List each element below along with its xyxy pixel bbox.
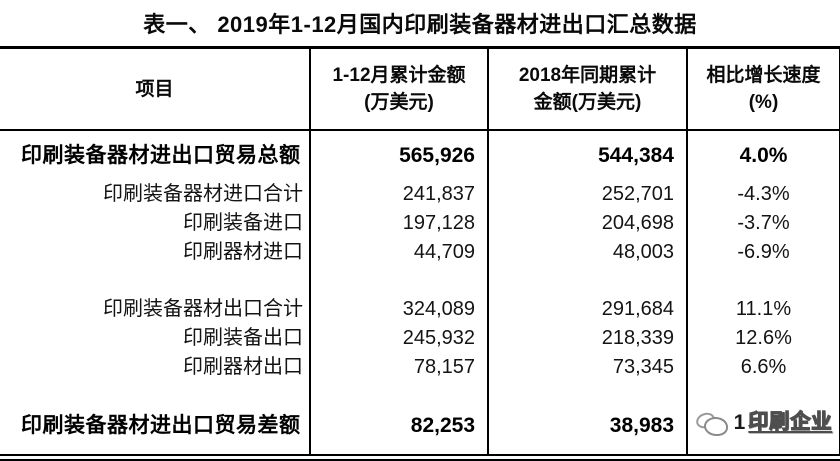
value-2019: 78,157 xyxy=(309,353,488,382)
table-row: 印刷装备器材进出口贸易总额 565,926 544,384 4.0% xyxy=(0,130,840,180)
growth-value: 11.1% xyxy=(686,295,840,324)
spacer-cell xyxy=(487,267,687,295)
value-2019: 565,926 xyxy=(309,130,488,180)
value-2019: 245,932 xyxy=(309,324,488,353)
col-header-growth-line2: (%) xyxy=(748,92,779,113)
table-row: 印刷装备器材进出口贸易差额 82,253 38,983 1 印刷企业 xyxy=(0,398,840,457)
spacer-cell xyxy=(487,382,687,398)
spacer-cell xyxy=(0,267,310,295)
value-2019: 324,089 xyxy=(309,295,488,324)
spacer-row xyxy=(0,382,840,398)
value-2018: 38,983 xyxy=(487,398,687,457)
row-label: 印刷装备器材进口合计 xyxy=(103,183,303,205)
watermark-brand: 印刷企业 xyxy=(748,410,833,433)
col-header-2018-line2: 金额(万美元) xyxy=(533,92,642,113)
value-2019: 82,253 xyxy=(309,398,488,457)
table-row: 印刷装备出口 245,932 218,339 12.6% xyxy=(0,324,840,353)
col-header-growth-line1: 相比增长速度 xyxy=(706,65,821,86)
spacer-cell xyxy=(309,267,488,295)
row-label: 印刷装备器材出口合计 xyxy=(103,298,303,320)
value-2018: 291,684 xyxy=(487,295,687,324)
growth-value: 12.6% xyxy=(686,324,840,353)
col-header-2018-line1: 2018年同期累计 xyxy=(518,65,657,86)
row-label: 印刷器材出口 xyxy=(183,356,303,378)
col-header-2018-amount: 2018年同期累计 金额(万美元) xyxy=(487,47,687,131)
growth-value: -3.7% xyxy=(686,209,840,238)
col-header-2019-line1: 1-12月累计金额 xyxy=(332,65,466,86)
row-label: 印刷器材进口 xyxy=(183,241,303,263)
value-2018: 204,698 xyxy=(487,209,687,238)
table-row: 印刷器材进口 44,709 48,003 -6.9% xyxy=(0,238,840,267)
value-2018: 544,384 xyxy=(487,130,687,180)
watermark-prefix: 1 xyxy=(733,411,746,434)
spacer-cell xyxy=(0,382,310,398)
value-2019: 241,837 xyxy=(309,180,488,209)
table-row: 印刷装备器材进口合计 241,837 252,701 -4.3% xyxy=(0,180,840,209)
row-label: 印刷装备器材进出口贸易差额 xyxy=(21,414,301,438)
table-row: 印刷装备进口 197,128 204,698 -3.7% xyxy=(0,209,840,238)
value-2018: 252,701 xyxy=(487,180,687,209)
spacer-cell xyxy=(686,382,840,398)
header-row: 项目 1-12月累计金额 (万美元) 2018年同期累计 金额(万美元) 相比增… xyxy=(0,47,840,131)
col-header-2019-line2: (万美元) xyxy=(364,92,434,113)
value-2018: 48,003 xyxy=(487,238,687,267)
col-header-item-label: 项目 xyxy=(135,78,174,100)
value-2018: 73,345 xyxy=(487,353,687,382)
summary-table: 项目 1-12月累计金额 (万美元) 2018年同期累计 金额(万美元) 相比增… xyxy=(0,46,840,461)
watermark-logo: 1 印刷企业 xyxy=(694,409,833,436)
growth-value: -6.9% xyxy=(686,238,840,267)
growth-value: -4.3% xyxy=(686,180,840,209)
watermark-blob-icon xyxy=(694,410,731,436)
col-header-growth: 相比增长速度 (%) xyxy=(686,47,840,131)
growth-value: 1 印刷企业 xyxy=(686,398,840,457)
table-title: 表一、 2019年1-12月国内印刷装备器材进出口汇总数据 xyxy=(143,12,697,37)
row-label: 印刷装备器材进出口贸易总额 xyxy=(21,144,301,167)
value-2018: 218,339 xyxy=(487,324,687,353)
row-label: 印刷装备进口 xyxy=(183,212,303,234)
table-row: 印刷器材出口 78,157 73,345 6.6% xyxy=(0,353,840,382)
spacer-row xyxy=(0,267,840,295)
growth-value: 4.0% xyxy=(686,130,840,180)
growth-value: 6.6% xyxy=(686,353,840,382)
table-row: 印刷装备器材出口合计 324,089 291,684 11.1% xyxy=(0,295,840,324)
col-header-item: 项目 xyxy=(0,47,310,131)
table-body: 印刷装备器材进出口贸易总额 565,926 544,384 4.0% 印刷装备器材进口合… xyxy=(0,130,840,457)
spacer-cell xyxy=(686,267,840,295)
value-2019: 44,709 xyxy=(309,238,488,267)
spacer-cell xyxy=(309,382,488,398)
value-2019: 197,128 xyxy=(309,209,488,238)
col-header-2019-amount: 1-12月累计金额 (万美元) xyxy=(309,47,488,131)
row-label: 印刷装备出口 xyxy=(183,327,303,349)
